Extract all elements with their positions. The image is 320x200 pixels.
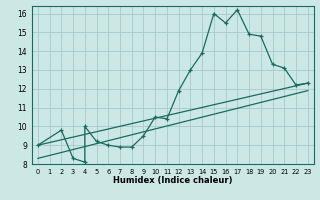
X-axis label: Humidex (Indice chaleur): Humidex (Indice chaleur) (113, 176, 233, 185)
